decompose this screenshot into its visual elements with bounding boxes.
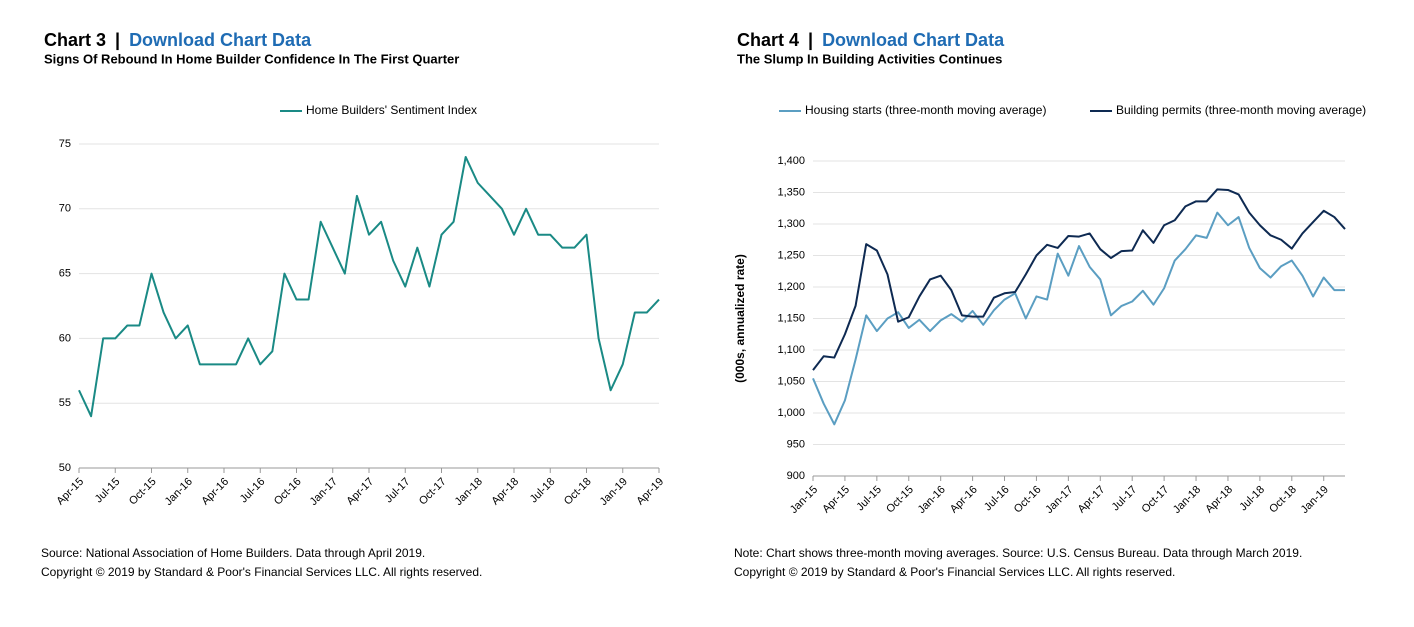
legend-label: Home Builders' Sentiment Index <box>306 103 477 117</box>
y-axis-title: (000s, annualized rate) <box>733 254 747 383</box>
x-tick-label: Jan-19 <box>1299 484 1331 516</box>
x-tick-label: Jul-16 <box>238 476 268 506</box>
y-tick-label: 1,150 <box>777 312 805 324</box>
x-tick-label: Apr-15 <box>820 484 852 516</box>
x-tick-label: Jan-15 <box>788 484 820 516</box>
x-tick-label: Oct-15 <box>127 476 159 508</box>
x-tick-label: Apr-19 <box>634 476 666 508</box>
series-line <box>812 188 1346 371</box>
x-tick-label: Oct-17 <box>1139 484 1171 516</box>
footnote: Copyright © 2019 by Standard & Poor's Fi… <box>734 565 1175 579</box>
chart-subtitle: Signs Of Rebound In Home Builder Confide… <box>44 51 459 66</box>
chart-heading: Chart 3 | Download Chart Data <box>44 30 312 50</box>
y-tick-label: 900 <box>787 470 805 482</box>
download-link[interactable]: Download Chart Data <box>822 30 1005 50</box>
legend-label: Housing starts (three-month moving avera… <box>805 103 1046 117</box>
footnote: Source: National Association of Home Bui… <box>41 546 425 560</box>
y-tick-label: 950 <box>787 438 805 450</box>
y-tick-label: 1,350 <box>777 186 805 198</box>
x-tick-label: Jan-16 <box>916 484 948 516</box>
y-tick-label: 70 <box>59 203 71 215</box>
x-tick-label: Oct-16 <box>1012 484 1044 516</box>
x-tick-label: Jul-15 <box>854 484 884 514</box>
x-tick-label: Jan-18 <box>1171 484 1203 516</box>
x-tick-label: Apr-17 <box>1076 484 1108 516</box>
chart-heading: Chart 4 | Download Chart Data <box>737 30 1005 50</box>
x-tick-label: Jan-17 <box>308 476 340 508</box>
x-tick-label: Jan-18 <box>453 476 485 508</box>
legend-label: Building permits (three-month moving ave… <box>1116 103 1366 117</box>
series-line <box>78 155 660 418</box>
separator: | <box>115 30 120 50</box>
x-tick-label: Jul-18 <box>528 476 558 506</box>
y-tick-label: 60 <box>59 332 71 344</box>
chart-label: Chart 3 <box>44 30 106 50</box>
x-tick-label: Jul-17 <box>1110 484 1140 514</box>
separator: | <box>808 30 813 50</box>
x-tick-label: Oct-16 <box>272 476 304 508</box>
y-tick-label: 1,400 <box>777 155 805 167</box>
y-tick-label: 55 <box>59 397 71 409</box>
x-tick-label: Apr-15 <box>54 476 86 508</box>
download-link[interactable]: Download Chart Data <box>129 30 312 50</box>
x-tick-label: Oct-17 <box>417 476 449 508</box>
x-tick-label: Apr-16 <box>199 476 231 508</box>
x-tick-label: Jul-18 <box>1237 484 1267 514</box>
y-tick-label: 1,250 <box>777 249 805 261</box>
x-tick-label: Oct-18 <box>562 476 594 508</box>
y-tick-label: 50 <box>59 462 71 474</box>
y-tick-label: 1,050 <box>777 375 805 387</box>
y-tick-label: 1,000 <box>777 407 805 419</box>
footnote: Note: Chart shows three-month moving ave… <box>734 546 1302 560</box>
series-line <box>812 211 1345 426</box>
x-tick-label: Jul-16 <box>982 484 1012 514</box>
x-tick-label: Jan-17 <box>1043 484 1075 516</box>
x-tick-label: Jul-17 <box>383 476 413 506</box>
chart-label: Chart 4 <box>737 30 799 50</box>
x-tick-label: Apr-18 <box>1203 484 1235 516</box>
y-tick-label: 65 <box>59 268 71 280</box>
x-tick-label: Oct-18 <box>1267 484 1299 516</box>
x-tick-label: Oct-15 <box>884 484 916 516</box>
x-tick-label: Jan-19 <box>598 476 630 508</box>
y-tick-label: 1,200 <box>777 281 805 293</box>
chart-subtitle: The Slump In Building Activities Continu… <box>737 51 1002 66</box>
y-tick-label: 75 <box>59 138 71 150</box>
x-tick-label: Apr-18 <box>489 476 521 508</box>
x-tick-label: Jan-16 <box>163 476 195 508</box>
y-tick-label: 1,100 <box>777 344 805 356</box>
x-tick-label: Apr-17 <box>344 476 376 508</box>
x-tick-label: Jul-15 <box>93 476 123 506</box>
x-tick-label: Apr-16 <box>948 484 980 516</box>
footnote: Copyright © 2019 by Standard & Poor's Fi… <box>41 565 482 579</box>
y-tick-label: 1,300 <box>777 218 805 230</box>
